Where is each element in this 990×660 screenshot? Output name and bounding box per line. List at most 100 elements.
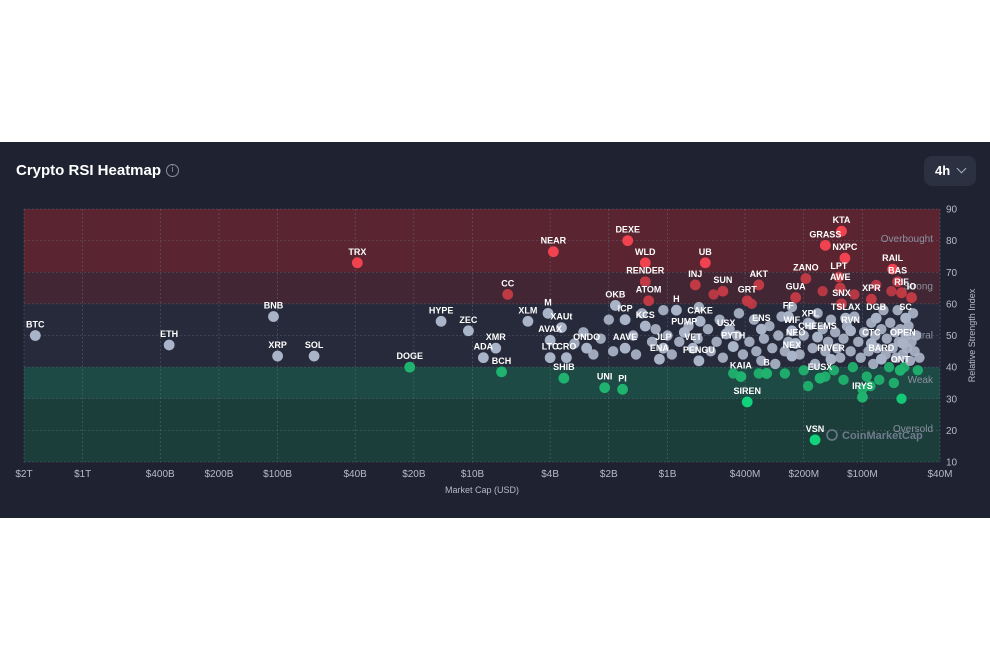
data-point [834,282,846,294]
data-point [825,353,837,365]
x-tick-label: $1T [74,469,91,480]
data-point [639,276,651,288]
data-point-label: SC [899,302,912,312]
data-point [561,352,572,364]
data-point [878,305,889,316]
data-point [689,279,701,291]
data-point [881,333,892,344]
data-point [883,361,895,373]
data-point [711,336,722,348]
data-point [817,323,828,335]
data-point-label: ENA [650,343,670,353]
data-point [786,301,798,313]
data-point-label: WIF [784,315,801,325]
data-point [914,352,925,363]
info-circle-icon[interactable]: i [166,164,179,177]
data-point [163,339,175,351]
data-point-label: NEO [786,327,806,337]
data-point-label: DGB [866,302,887,312]
x-tick-label: $1B [659,469,677,480]
data-point [272,350,284,362]
data-point [838,333,849,344]
data-point-label: PYTH [721,331,745,341]
data-point-label: INJ [688,269,702,279]
data-point [900,312,912,324]
data-point [658,305,669,316]
data-point [839,252,851,264]
y-tick-label: 30 [946,394,958,405]
data-point [607,346,619,357]
data-point [876,323,887,335]
data-point [610,300,621,311]
timeframe-select[interactable]: 4h [924,156,976,186]
data-point-label: CAKE [687,305,713,315]
data-point [717,352,729,363]
x-tick-label: $10B [461,469,485,480]
data-point [910,330,922,341]
data-point [630,349,642,360]
data-point [692,333,703,344]
data-point [857,384,868,395]
data-point-label: ZEC [459,315,478,325]
data-point [855,352,866,363]
data-point-label: LPT [830,261,848,271]
data-point [755,323,767,335]
data-point-label: ADA [474,342,494,352]
data-point [836,298,847,310]
data-point [753,279,765,291]
data-point [741,295,753,307]
data-point-label: IO [907,282,917,292]
data-point-label: SIREN [733,386,761,396]
data-point [674,336,685,348]
data-point [845,346,856,357]
y-tick-label: 90 [946,205,958,216]
data-point [912,365,923,376]
data-point [820,346,831,357]
data-point [639,320,651,332]
data-point [708,289,719,300]
data-point [435,315,447,327]
data-point [906,292,917,303]
data-point [578,327,589,338]
data-point-label: ZANO [793,263,819,273]
data-point [802,380,814,392]
data-point [639,257,651,269]
data-point [835,352,846,363]
data-point-label: WLD [635,247,656,257]
x-tick-label: $4B [541,469,559,480]
x-tick-label: $40B [344,469,368,480]
data-point-label: UB [699,247,712,257]
data-point [735,371,747,383]
data-point [885,317,896,329]
data-point [840,312,851,324]
data-point [857,391,868,403]
zone-label: Overbought [881,234,933,245]
data-point-label: KTA [833,215,851,225]
data-point [874,374,885,385]
data-point-label: RVN [841,315,860,325]
data-point [800,273,812,284]
x-tick-label: $100B [263,469,292,480]
data-point [770,358,781,370]
data-point-label: KAIA [730,361,752,371]
data-point [751,346,762,357]
data-point-label: TRX [348,247,366,257]
data-point [544,334,556,346]
data-point-label: PI [618,373,627,383]
data-point [702,323,714,335]
data-point [678,326,690,338]
data-point [865,338,877,349]
data-point-label: ETH [160,329,178,339]
data-point-label: PUMP [671,316,697,326]
data-point [687,342,699,354]
data-point [741,396,753,408]
x-tick-label: $40M [927,469,952,480]
data-point-label: CRO [556,342,576,352]
data-point [671,304,682,316]
zone-label: Weak [908,375,934,386]
data-point-label: EUSX [808,362,833,372]
data-point-label: RIF [894,277,909,287]
data-point [849,289,860,300]
data-point-label: OKB [605,289,626,299]
data-point [404,361,416,373]
